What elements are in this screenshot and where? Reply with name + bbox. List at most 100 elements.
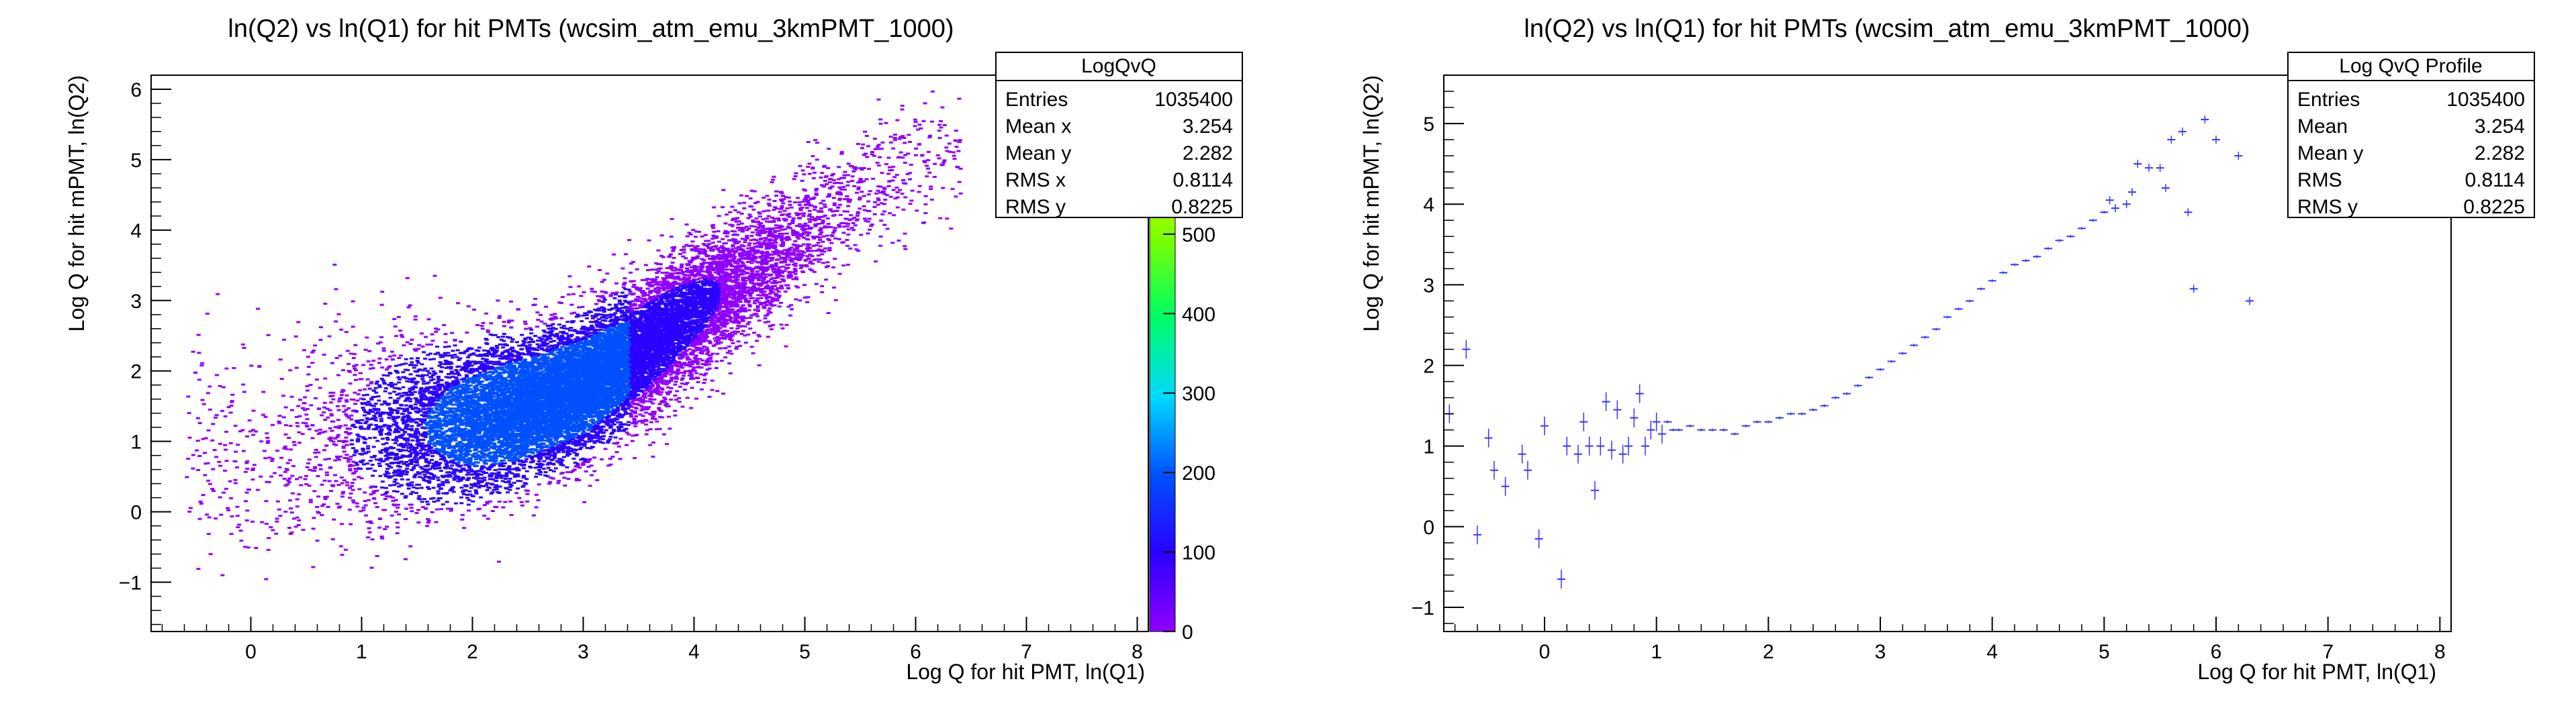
- heatmap-cell: [238, 530, 243, 532]
- heatmap-cell: [585, 317, 589, 319]
- heatmap-cell: [740, 318, 745, 321]
- heatmap-cell: [266, 334, 271, 336]
- heatmap-cell: [437, 419, 442, 421]
- heatmap-cell: [479, 389, 484, 391]
- heatmap-cell: [811, 244, 816, 247]
- heatmap-cell: [627, 392, 632, 395]
- heatmap-cell: [383, 387, 388, 390]
- heatmap-cell: [547, 346, 551, 348]
- heatmap-cell: [467, 369, 472, 372]
- heatmap-cell: [739, 194, 743, 197]
- heatmap-cell: [336, 484, 341, 487]
- heatmap-cell: [347, 370, 352, 373]
- heatmap-cell: [441, 441, 445, 444]
- heatmap-cell: [369, 521, 373, 524]
- heatmap-cell: [775, 298, 780, 300]
- heatmap-cell: [410, 484, 414, 487]
- heatmap-cell: [469, 421, 473, 423]
- heatmap-cell: [342, 450, 347, 453]
- heatmap-cell: [455, 409, 460, 411]
- heatmap-cell: [721, 246, 726, 249]
- heatmap-cell: [705, 368, 710, 371]
- heatmap-cell: [500, 415, 504, 417]
- heatmap-cell: [455, 349, 460, 352]
- heatmap-cell: [682, 246, 686, 248]
- heatmap-cell: [573, 439, 578, 442]
- heatmap-cell: [385, 424, 390, 427]
- heatmap-cell: [937, 130, 941, 132]
- heatmap-cell: [251, 409, 256, 412]
- heatmap-cell: [355, 505, 360, 508]
- heatmap-cell: [755, 315, 760, 317]
- heatmap-cell: [743, 310, 747, 313]
- heatmap-cell: [730, 248, 735, 250]
- heatmap-cell: [555, 351, 560, 354]
- heatmap-cell: [333, 474, 338, 476]
- heatmap-cell: [440, 440, 445, 443]
- heatmap-cell: [763, 240, 768, 242]
- heatmap-cell: [483, 450, 488, 452]
- heatmap-cell: [497, 501, 502, 503]
- heatmap-cell: [705, 352, 709, 355]
- heatmap-cell: [616, 425, 620, 428]
- heatmap-cell: [385, 438, 390, 441]
- heatmap-cell: [647, 239, 651, 242]
- heatmap-cell: [793, 270, 798, 272]
- heatmap-cell: [678, 362, 682, 364]
- heatmap-cell: [424, 405, 428, 407]
- heatmap-cell: [485, 502, 490, 505]
- heatmap-cell: [427, 372, 432, 374]
- heatmap-cell: [878, 156, 882, 158]
- heatmap-cell: [461, 493, 466, 495]
- heatmap-cell: [699, 388, 704, 391]
- heatmap-cell: [577, 479, 582, 481]
- heatmap-cell: [618, 438, 623, 440]
- heatmap-cell: [234, 450, 238, 453]
- heatmap-cell: [208, 483, 212, 485]
- heatmap-cell: [314, 456, 318, 458]
- heatmap-cell: [647, 301, 651, 304]
- heatmap-cell: [520, 385, 524, 388]
- heatmap-cell: [706, 279, 710, 282]
- heatmap-cell: [475, 393, 479, 396]
- heatmap-cell: [764, 270, 768, 272]
- heatmap-cell: [352, 478, 357, 481]
- heatmap-cell: [557, 323, 562, 326]
- heatmap-cell: [297, 442, 302, 444]
- heatmap-cell: [607, 363, 612, 366]
- heatmap-cell: [334, 357, 339, 359]
- heatmap-cell: [501, 506, 506, 509]
- heatmap-cell: [723, 274, 727, 276]
- heatmap-cell: [799, 235, 804, 238]
- heatmap-cell: [543, 322, 547, 325]
- heatmap-cell: [776, 287, 780, 289]
- heatmap-cell: [410, 379, 414, 381]
- heatmap-cell: [559, 326, 564, 329]
- heatmap-cell: [663, 292, 668, 295]
- heatmap-cell: [700, 359, 705, 362]
- heatmap-cell: [402, 443, 406, 446]
- heatmap-cell: [326, 505, 330, 508]
- heatmap-cell: [446, 414, 451, 417]
- heatmap-cell: [705, 244, 710, 247]
- heatmap-cell: [455, 371, 460, 373]
- heatmap-cell: [371, 446, 376, 448]
- heatmap-cell: [614, 282, 618, 285]
- heatmap-cell: [690, 344, 694, 347]
- heatmap-cell: [426, 318, 431, 321]
- heatmap-cell: [424, 396, 428, 399]
- heatmap-cell: [380, 366, 385, 369]
- heatmap-cell: [354, 410, 359, 413]
- heatmap-cell: [322, 411, 326, 413]
- heatmap-cell: [788, 254, 792, 256]
- heatmap-cell: [495, 349, 500, 352]
- heatmap-cell: [821, 235, 826, 238]
- heatmap-cell: [431, 399, 436, 401]
- heatmap-cell: [275, 520, 279, 523]
- heatmap-cell: [770, 179, 775, 181]
- heatmap-cell: [713, 340, 718, 342]
- heatmap-cell: [289, 395, 294, 398]
- heatmap-cell: [770, 299, 775, 301]
- heatmap-cell: [311, 566, 316, 568]
- heatmap-cell: [856, 181, 861, 184]
